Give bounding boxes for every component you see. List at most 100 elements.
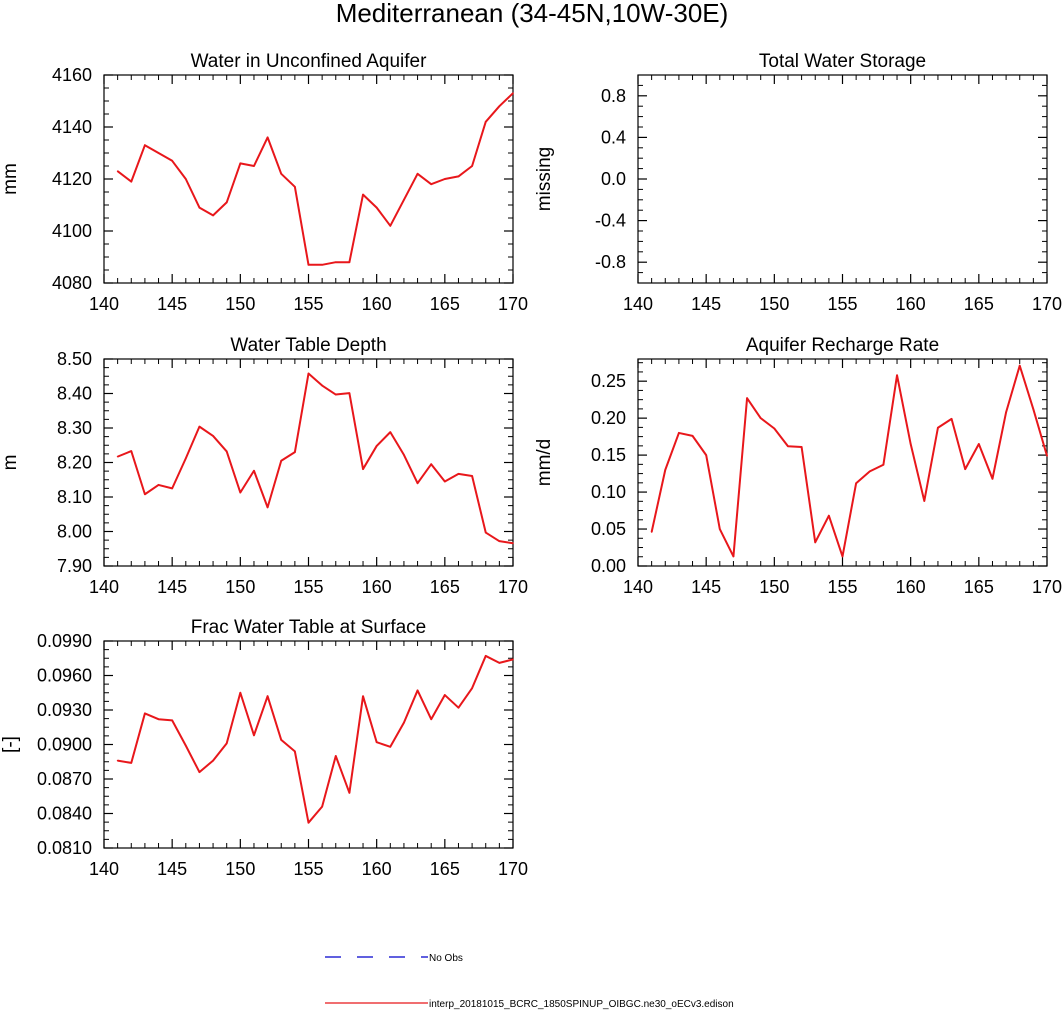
data-point [212, 435, 214, 437]
data-point [280, 739, 283, 741]
y-tick-label: 0.0840 [37, 804, 92, 824]
data-point [430, 183, 433, 185]
data-point [266, 136, 269, 139]
data-point [348, 792, 351, 794]
y-tick-label: 0.4 [601, 127, 626, 147]
y-tick-label: 4080 [52, 273, 92, 293]
y-tick-label: 0.0900 [37, 735, 92, 755]
data-point [157, 152, 160, 154]
x-tick-label: 155 [293, 859, 323, 879]
x-tick-label: 170 [1032, 577, 1062, 597]
data-point [978, 443, 980, 445]
y-tick-label: -0.4 [595, 211, 626, 231]
data-point [430, 718, 433, 720]
data-point [430, 463, 433, 466]
data-point [239, 491, 242, 494]
data-point [444, 178, 446, 180]
data-point [923, 500, 926, 502]
data-point [253, 469, 255, 472]
data-point [157, 484, 160, 486]
data-point [171, 719, 173, 722]
data-point [1018, 364, 1021, 367]
x-tick-label: 165 [430, 577, 460, 597]
data-point [1005, 411, 1007, 414]
data-point [198, 771, 201, 773]
plot-frame [103, 358, 514, 567]
panel-wtd: Water Table Depth m 140 145 150 155 160 165 170 7… [0, 335, 528, 597]
data-point [225, 201, 228, 204]
panels: Water in Unconfined Aquifer mm 140 145 150 15… [0, 51, 1062, 879]
data-point [253, 734, 255, 737]
x-tick-label: 170 [498, 577, 528, 597]
data-point [787, 445, 789, 448]
data-point [444, 694, 446, 696]
data-point [719, 528, 721, 530]
y-axis-label: mm/d [534, 439, 555, 487]
y-tick-label: 0.0 [601, 169, 626, 189]
y-axis-label: [-] [0, 736, 21, 753]
plot-frame [103, 74, 514, 284]
data-point [294, 750, 296, 753]
data-point [512, 658, 514, 661]
y-tick-label: 0.25 [591, 371, 626, 391]
data-point [321, 384, 323, 387]
data-point [116, 455, 119, 458]
x-tick-label: 170 [498, 859, 528, 879]
y-tick-label: 8.40 [57, 384, 92, 404]
x-tick-label: 150 [759, 577, 789, 597]
y-tick-label: 4140 [52, 117, 92, 137]
y-tick-label: 4120 [52, 169, 92, 189]
data-point [157, 718, 160, 720]
data-point [307, 372, 310, 375]
y-tick-label: 0.0810 [37, 838, 92, 858]
legend: No Obs interp_20181015_BCRC_1850SPINUP_OI… [325, 953, 734, 1010]
data-point [212, 759, 214, 762]
data-point [253, 165, 255, 167]
data-point [130, 180, 133, 183]
y-tick-label: 7.90 [57, 556, 92, 576]
panel-title: Frac Water Table at Surface [191, 617, 427, 638]
data-point [498, 540, 501, 542]
data-point [950, 418, 953, 420]
panel-title: Total Water Storage [759, 51, 926, 72]
series-line-frac [117, 654, 514, 824]
y-tick-label: 8.50 [57, 349, 92, 369]
x-tick-label: 140 [89, 577, 119, 597]
data-point [773, 427, 776, 430]
panel-title: Water in Unconfined Aquifer [191, 51, 428, 72]
data-point [307, 264, 310, 266]
x-tick-label: 155 [827, 294, 857, 314]
panel-frac: Frac Water Table at Surface [-] 140 145 150 1… [0, 617, 528, 879]
data-point [266, 506, 269, 509]
y-tick-label: 8.20 [57, 453, 92, 473]
y-tick-label: -0.8 [595, 252, 626, 272]
data-point [650, 531, 653, 533]
data-point [457, 473, 460, 475]
data-point [471, 165, 473, 167]
data-point [171, 160, 173, 162]
data-point [457, 175, 460, 178]
data-point [416, 482, 419, 485]
series-line-recharge [650, 364, 1048, 558]
data-point [471, 475, 473, 477]
data-point [1046, 455, 1048, 457]
y-tick-label: 0.0930 [37, 700, 92, 720]
x-tick-label: 155 [293, 577, 323, 597]
data-point [185, 744, 187, 747]
panel-tws: Total Water Storage missing 140 145 150 155 16… [534, 51, 1062, 314]
panel-title: Water Table Depth [230, 335, 386, 356]
data-point [416, 173, 419, 175]
data-point [348, 392, 351, 394]
series-line-wtd [117, 372, 514, 545]
data-point [198, 206, 201, 209]
y-tick-label: 0.10 [591, 482, 626, 502]
data-point [348, 261, 351, 264]
data-point [144, 144, 146, 146]
data-point [416, 689, 419, 692]
data-point [828, 514, 830, 517]
x-tick-label: 145 [157, 577, 187, 597]
data-point [171, 487, 173, 490]
data-point [855, 482, 857, 485]
data-point [294, 186, 296, 188]
data-point [759, 417, 762, 419]
